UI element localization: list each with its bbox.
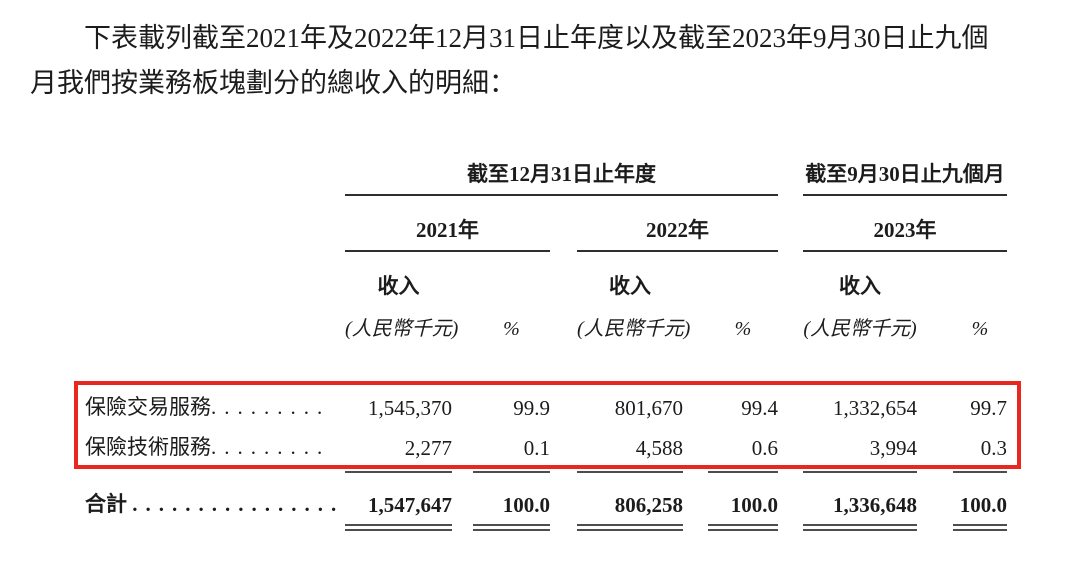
total-2023-percent: 100.0: [953, 493, 1007, 531]
cell-2022-revenue: 801,670: [614, 396, 683, 420]
intro-line-2: 月我們按業務板塊劃分的總收入的明細：: [30, 68, 516, 98]
dot-leader: .........: [211, 395, 331, 419]
highlighted-rows-group: 保險交易服務......... 1,545,370 99.9 801,670 9…: [74, 381, 1021, 473]
dot-leader: .........: [211, 435, 331, 459]
total-2022-revenue: 806,258: [577, 493, 683, 531]
table-row-insurance-transaction: 保險交易服務......... 1,545,370 99.9 801,670 9…: [85, 391, 1007, 423]
dot-leader: ................: [132, 492, 345, 516]
period-header-row: 截至12月31日止年度 截至9月30日止九個月: [85, 158, 1007, 196]
total-2022-percent: 100.0: [708, 493, 778, 531]
intro-paragraph: 下表載列截至2021年及2022年12月31日止年度以及截至2023年9月30日…: [30, 0, 1080, 106]
revenue-subheader-row: 收入 收入 收入: [85, 252, 1007, 300]
year-header-2023: 2023年: [803, 196, 1007, 252]
total-2021-revenue: 1,547,647: [345, 493, 452, 531]
cell-2023-percent: 0.3: [953, 428, 1007, 473]
revenue-table: 截至12月31日止年度 截至9月30日止九個月 2021年 2022年 2023…: [74, 158, 1021, 531]
percent-header-2023: %: [971, 318, 989, 340]
revenue-header-2023: 收入: [839, 274, 881, 298]
total-label: 合計 ................: [85, 488, 345, 531]
total-2021-percent: 100.0: [473, 493, 550, 531]
unit-subheader-row: (人民幣千元) % (人民幣千元) % (人民幣千元) %: [85, 300, 1007, 341]
cell-2022-revenue: 4,588: [577, 428, 683, 473]
cell-2023-revenue: 3,994: [803, 428, 917, 473]
percent-header-2021: %: [503, 318, 520, 340]
table-row-total: 合計 ................ 1,547,647 100.0 806,…: [85, 488, 1007, 531]
cell-2022-percent: 99.4: [741, 396, 778, 420]
row-label-text: 保險技術服務: [85, 435, 211, 459]
total-label-text: 合計: [85, 492, 127, 516]
cell-2022-percent: 0.6: [708, 428, 778, 473]
period-header-annual: 截至12月31日止年度: [345, 158, 778, 196]
year-header-2021: 2021年: [345, 196, 550, 252]
cell-2023-revenue: 1,332,654: [833, 396, 917, 420]
table-row-insurance-technology: 保險技術服務......... 2,277 0.1 4,588 0.6 3,99…: [85, 423, 1007, 473]
total-2023-revenue: 1,336,648: [803, 493, 917, 531]
unit-header-2022: (人民幣千元): [577, 318, 691, 340]
cell-2021-revenue: 2,277: [345, 428, 452, 473]
year-header-row: 2021年 2022年 2023年: [85, 196, 1007, 252]
period-header-nine-months: 截至9月30日止九個月: [803, 158, 1007, 196]
cell-2023-percent: 99.7: [970, 396, 1007, 420]
revenue-header-2021: 收入: [377, 274, 420, 298]
cell-2021-percent: 0.1: [473, 428, 550, 473]
row-label: 保險交易服務.........: [85, 391, 345, 423]
intro-line-1: 下表載列截至2021年及2022年12月31日止年度以及截至2023年9月30日…: [84, 23, 989, 53]
row-label-text: 保險交易服務: [85, 395, 211, 419]
unit-header-2023: (人民幣千元): [803, 318, 917, 340]
revenue-header-2022: 收入: [609, 274, 651, 298]
unit-header-2021: (人民幣千元): [345, 318, 459, 340]
cell-2021-revenue: 1,545,370: [368, 396, 452, 420]
percent-header-2022: %: [734, 318, 752, 340]
cell-2021-percent: 99.9: [513, 396, 550, 420]
row-label: 保險技術服務.........: [85, 423, 345, 473]
year-header-2022: 2022年: [577, 196, 778, 252]
